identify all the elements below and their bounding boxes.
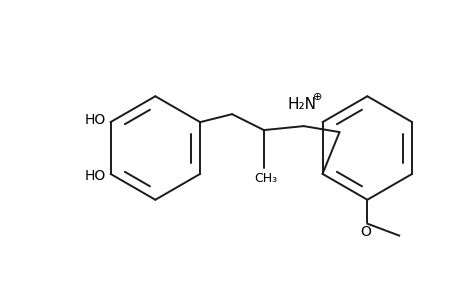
Text: CH₃: CH₃ [254, 172, 277, 185]
Text: H₂N: H₂N [286, 97, 315, 112]
Text: O: O [359, 225, 370, 239]
Text: HO: HO [84, 113, 105, 127]
Text: HO: HO [84, 169, 105, 183]
Text: ⊕: ⊕ [312, 92, 322, 102]
